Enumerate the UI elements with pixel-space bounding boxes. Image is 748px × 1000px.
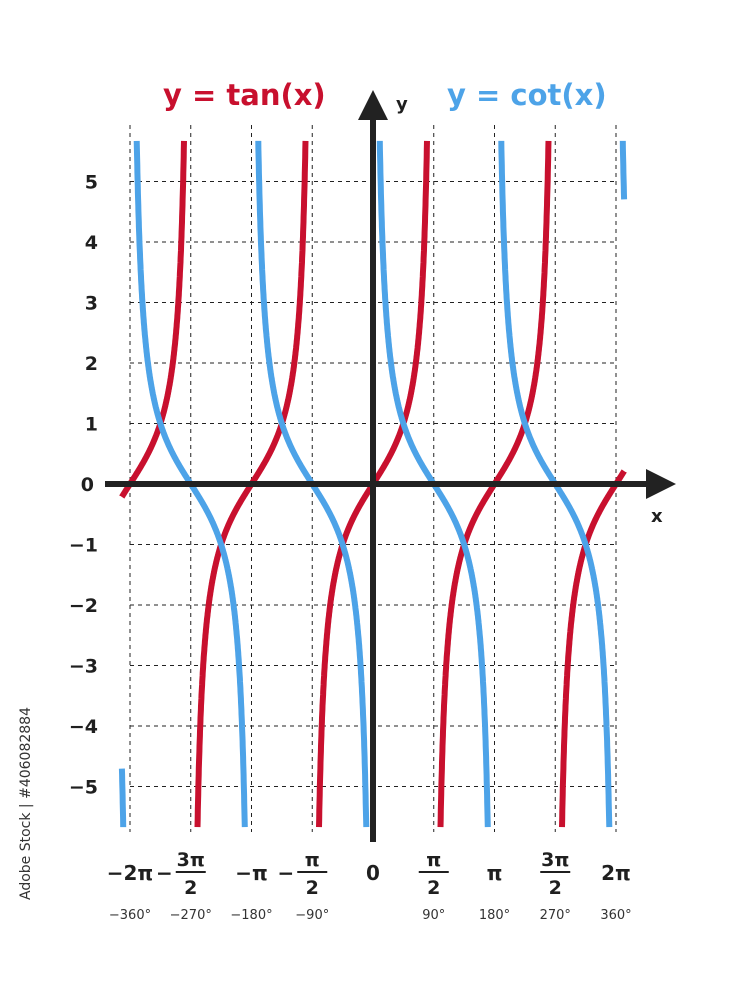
legend-tan: y = tan(x) <box>163 78 326 112</box>
x-tick-degree-label: −270° <box>170 908 212 923</box>
y-tick-label: 5 <box>85 172 98 194</box>
x-tick-degree-label: 270° <box>540 908 571 923</box>
y-tick-label: 1 <box>85 414 98 436</box>
series-tan-branch <box>119 140 187 500</box>
x-tick-label: 2π <box>601 861 631 885</box>
x-tick-label: 0 <box>366 861 380 885</box>
x-tick-numerator: π <box>426 849 441 871</box>
x-tick-minus: − <box>156 861 173 885</box>
x-tick-label: −π <box>235 861 268 885</box>
x-tick-degree-label: −90° <box>295 908 329 923</box>
tick-labels: 543210−1−2−3−4−5−2π−360°−3π2−270°−π−180°… <box>69 172 632 924</box>
x-tick-denominator: 2 <box>306 877 319 899</box>
series-cot-branch <box>619 140 628 200</box>
x-tick-degree-label: −360° <box>109 908 151 923</box>
y-tick-label: −2 <box>69 595 98 617</box>
y-tick-label: −3 <box>69 656 98 678</box>
axes <box>105 90 676 842</box>
y-tick-label: 2 <box>85 353 98 375</box>
x-tick-degree-label: −180° <box>230 908 272 923</box>
x-tick-minus: − <box>277 861 294 885</box>
series-cot-branch <box>118 768 127 828</box>
x-tick-numerator: 3π <box>177 849 205 871</box>
series-tan-branch <box>559 468 627 828</box>
y-tick-label: −4 <box>69 716 98 738</box>
y-tick-label: −1 <box>69 535 98 557</box>
y-axis-arrow <box>358 90 388 120</box>
x-tick-numerator: 3π <box>541 849 569 871</box>
x-tick-degree-label: 360° <box>600 908 631 923</box>
x-axis-arrow <box>646 469 676 499</box>
x-tick-denominator: 2 <box>549 877 562 899</box>
side-watermark: Adobe Stock | #406082884 <box>18 707 34 900</box>
y-tick-label: −5 <box>69 777 98 799</box>
x-tick-degree-label: 90° <box>422 908 445 923</box>
y-tick-label: 3 <box>85 293 98 315</box>
y-tick-label: 4 <box>85 232 98 254</box>
x-tick-label: −2π <box>107 861 154 885</box>
x-tick-denominator: 2 <box>184 877 197 899</box>
legend-cot: y = cot(x) <box>447 78 607 112</box>
y-tick-label: 0 <box>81 474 94 496</box>
x-tick-label: π <box>487 861 503 885</box>
x-tick-degree-label: 180° <box>479 908 510 923</box>
y-axis-label: y <box>396 94 408 115</box>
x-tick-numerator: π <box>305 849 320 871</box>
x-axis-label: x <box>651 506 663 527</box>
x-tick-denominator: 2 <box>427 877 440 899</box>
